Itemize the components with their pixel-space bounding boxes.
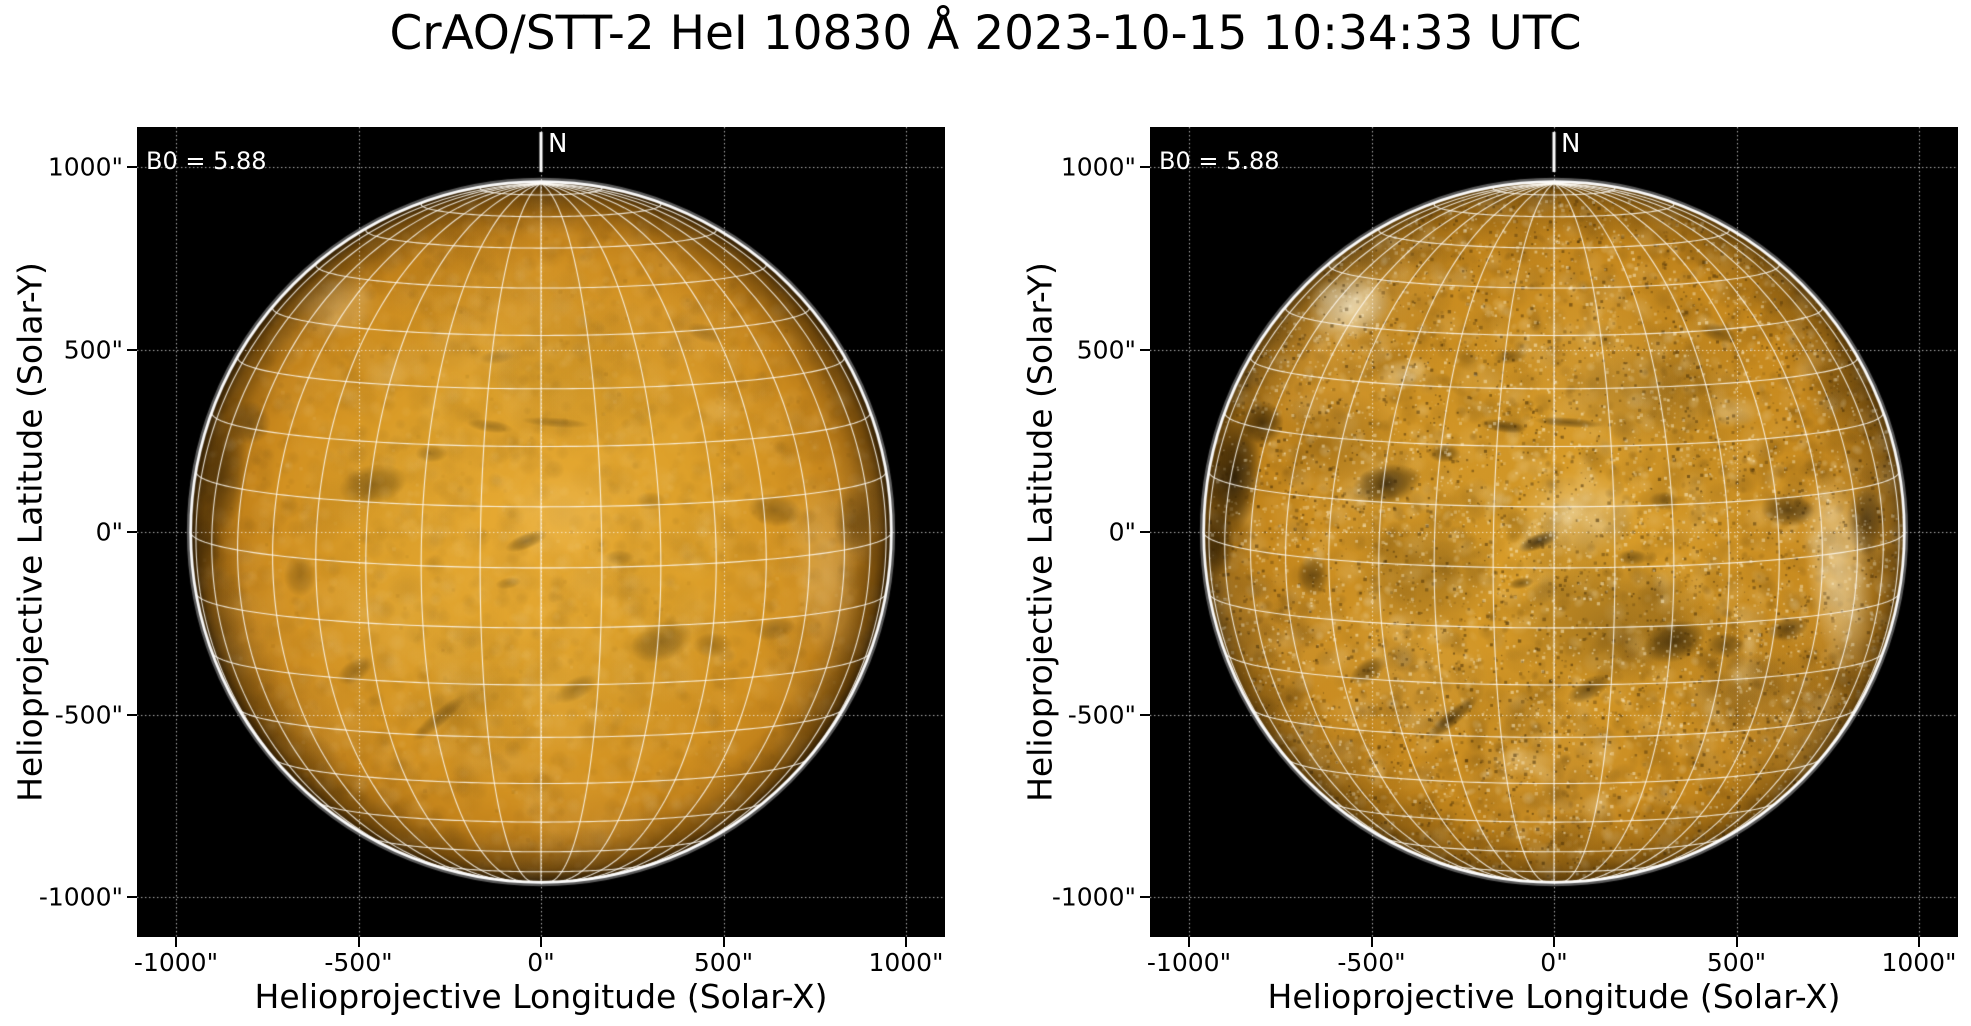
x-tick-mark <box>905 937 907 947</box>
y-tick-label: 0" <box>1108 517 1136 547</box>
y-tick-mark <box>1140 348 1150 351</box>
x-tick-label: -500" <box>1337 948 1406 977</box>
y-tick-mark <box>127 348 137 351</box>
y-tick-mark <box>1140 713 1150 716</box>
x-axis-label: Helioprojective Longitude (Solar-X) <box>1267 977 1841 1016</box>
y-tick-label: -500" <box>54 700 123 729</box>
y-tick-label: 1000" <box>47 152 123 182</box>
right-plot-area: B0 = 5.88 N <box>1150 127 1958 937</box>
y-tick-mark <box>1140 896 1150 898</box>
y-tick-label: 1000" <box>1060 152 1136 182</box>
y-tick-mark <box>127 531 137 533</box>
y-tick-mark <box>127 896 137 898</box>
y-tick-label: -500" <box>1067 700 1136 729</box>
x-tick-label: -1000" <box>1146 948 1232 977</box>
y-tick-label: 500" <box>1076 335 1136 364</box>
x-tick-label: -500" <box>324 948 393 977</box>
x-tick-label: 0" <box>527 948 555 977</box>
x-tick-label: 0" <box>1540 948 1568 977</box>
b0-angle-annotation: B0 = 5.88 <box>146 147 267 175</box>
north-marker-label: N <box>1561 129 1581 159</box>
y-tick-mark <box>127 166 137 168</box>
x-tick-mark <box>357 937 360 947</box>
x-tick-mark <box>540 937 542 947</box>
x-tick-mark <box>722 937 725 947</box>
x-tick-mark <box>1735 937 1738 947</box>
x-tick-label: 1000" <box>1881 948 1957 977</box>
x-tick-mark <box>1918 937 1920 947</box>
y-tick-mark <box>127 713 137 716</box>
y-tick-mark <box>1140 531 1150 533</box>
right-solar-disk-image <box>1150 127 1958 937</box>
figure-title: CrAO/STT-2 HeI 10830 Å 2023-10-15 10:34:… <box>389 6 1582 61</box>
north-marker-label: N <box>548 129 568 159</box>
y-tick-label: -1000" <box>38 882 123 912</box>
x-axis-label: Helioprojective Longitude (Solar-X) <box>254 977 828 1016</box>
y-tick-mark <box>1140 166 1150 168</box>
y-tick-label: -1000" <box>1051 882 1136 912</box>
x-tick-mark <box>1370 937 1373 947</box>
y-tick-label: 0" <box>95 517 123 547</box>
left-solar-disk-image <box>137 127 945 937</box>
x-tick-label: 500" <box>1706 948 1767 977</box>
x-tick-label: 1000" <box>868 948 944 977</box>
x-tick-mark <box>1188 937 1190 947</box>
x-tick-label: -1000" <box>133 948 219 977</box>
y-tick-label: 500" <box>63 335 123 364</box>
b0-angle-annotation: B0 = 5.88 <box>1159 147 1280 175</box>
left-plot-area: B0 = 5.88 N <box>137 127 945 937</box>
x-tick-mark <box>175 937 177 947</box>
x-tick-label: 500" <box>693 948 754 977</box>
x-tick-mark <box>1553 937 1555 947</box>
